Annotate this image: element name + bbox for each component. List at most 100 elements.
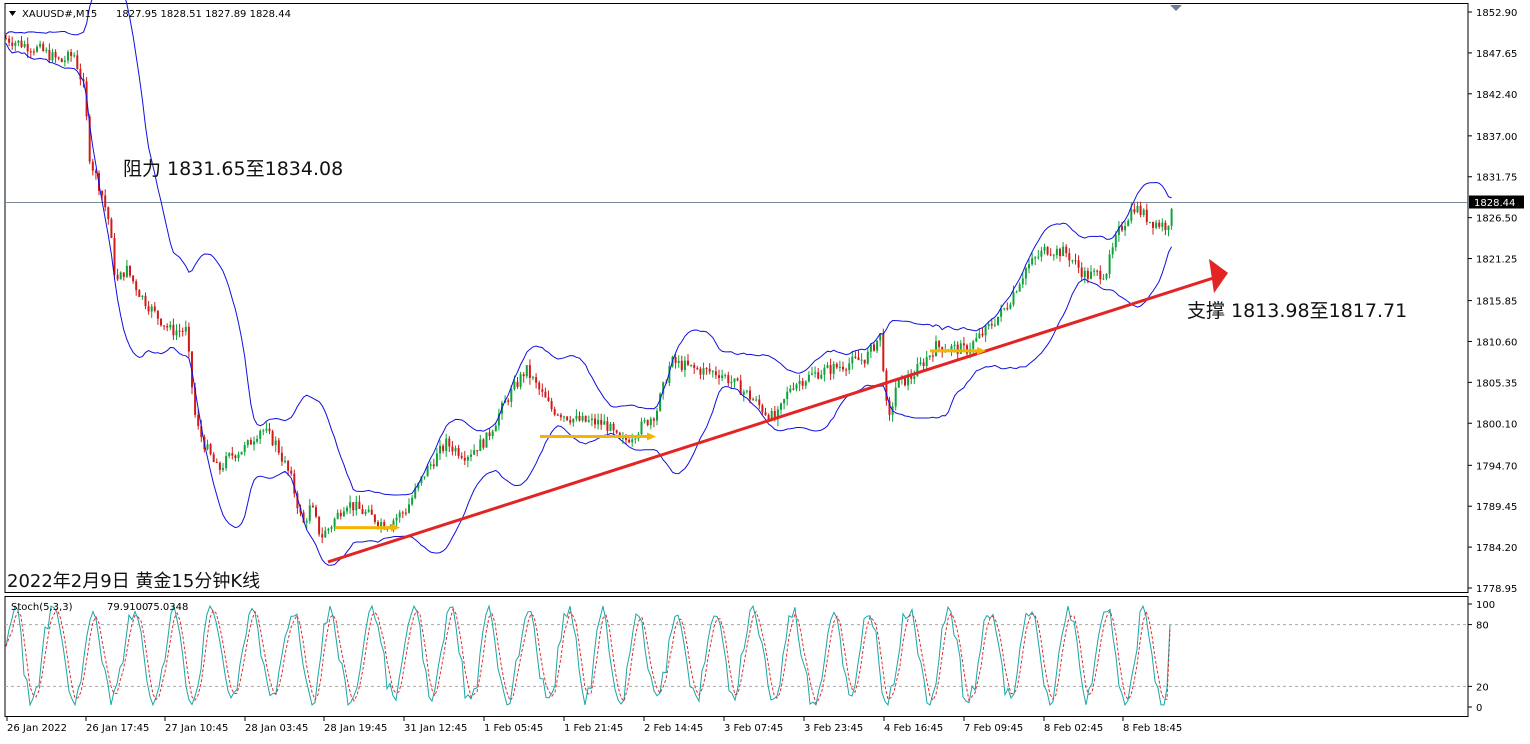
candle-body: [764, 412, 767, 415]
time-tick-label: 28 Jan 19:45: [324, 723, 387, 734]
candle-body: [687, 360, 689, 365]
candle-body: [541, 389, 544, 392]
candle-body: [842, 366, 844, 370]
stoch-tick-label: 100: [1476, 600, 1495, 611]
candle-body: [197, 414, 200, 427]
candle-body: [144, 295, 147, 307]
candle-body: [981, 333, 984, 336]
candle-body: [26, 43, 29, 52]
candle-body: [1108, 254, 1111, 275]
candle-body: [550, 400, 553, 410]
candle-body: [739, 380, 742, 395]
candle-body: [1024, 268, 1027, 279]
candle-body: [848, 363, 851, 371]
candle-body: [473, 450, 476, 455]
candle-body: [1117, 226, 1120, 236]
price-tick-label: 1831.75: [1476, 173, 1517, 184]
candle-body: [879, 333, 882, 341]
candle-body: [758, 399, 761, 406]
candle-body: [79, 68, 82, 80]
price-tick-label: 1826.50: [1476, 214, 1517, 225]
candle-body: [439, 445, 441, 454]
candle-body: [172, 324, 175, 336]
candle-body: [832, 363, 835, 374]
candle-body: [1046, 246, 1049, 255]
candle-body: [32, 51, 35, 53]
candle-body: [1158, 222, 1161, 227]
candle-body: [445, 438, 448, 451]
candle-body: [696, 367, 699, 369]
candle-body: [938, 341, 941, 347]
candle-body: [770, 411, 773, 421]
horizontal-arrowhead-icon: [647, 432, 656, 441]
candle-body: [904, 376, 906, 386]
candle-body: [206, 444, 209, 450]
candle-body: [783, 399, 786, 404]
candle-body: [910, 375, 913, 379]
candle-body: [1077, 260, 1080, 268]
candle-body: [36, 46, 38, 52]
candle-body: [1009, 304, 1012, 309]
candle-body: [451, 446, 454, 452]
main-pane: [4, 3, 1469, 593]
candle-body: [107, 207, 110, 220]
candle-body: [513, 381, 516, 390]
candle-body: [293, 473, 296, 494]
candle-body: [569, 420, 572, 423]
candle-body: [745, 390, 748, 392]
candle-body: [156, 310, 159, 319]
candle-body: [274, 440, 277, 446]
candle-body: [1074, 260, 1077, 262]
candle-body: [432, 464, 435, 467]
candle-body: [690, 364, 693, 366]
time-tick-label: 27 Jan 10:45: [165, 723, 228, 734]
candle-body: [749, 390, 751, 400]
candle-body: [575, 415, 578, 419]
candle-body: [256, 438, 259, 442]
candle-body: [590, 418, 593, 421]
candle-body: [594, 418, 596, 425]
candle-body: [693, 364, 696, 368]
candle-body: [532, 377, 534, 379]
candle-body: [1040, 250, 1043, 257]
candle-body: [888, 400, 891, 415]
candle-body: [119, 272, 122, 280]
candle-body: [646, 420, 649, 426]
upper-band-line: [5, 0, 1172, 496]
candle-body: [1096, 270, 1099, 272]
candle-body: [677, 360, 680, 364]
candle-body: [132, 275, 135, 282]
candle-body: [218, 462, 221, 470]
candle-body: [67, 51, 69, 61]
candle-body: [488, 432, 491, 437]
candle-body: [76, 55, 79, 69]
support-annotation: 支撑 1813.98至1817.71: [1187, 300, 1407, 322]
candle-body: [1155, 222, 1158, 228]
candle-body: [234, 455, 237, 459]
candle-body: [271, 431, 274, 446]
candle-body: [73, 55, 76, 57]
candle-body: [547, 397, 550, 401]
candle-body: [1043, 246, 1046, 251]
candle-body: [147, 306, 150, 312]
candle-body: [609, 423, 612, 431]
candle-body: [442, 445, 445, 451]
candle-body: [1015, 291, 1018, 293]
candle-body: [150, 306, 153, 312]
candle-body: [491, 431, 494, 437]
shift-marker-icon[interactable]: [1170, 5, 1182, 11]
candle-body: [714, 371, 717, 376]
price-tick-label: 1805.35: [1476, 378, 1517, 389]
dropdown-triangle-icon[interactable]: [9, 11, 16, 16]
candle-body: [733, 378, 736, 382]
candle-body: [426, 465, 429, 477]
resistance-annotation: 阻力 1831.65至1834.08: [123, 158, 343, 180]
price-tick-label: 1821.25: [1476, 255, 1517, 266]
candle-body: [358, 501, 361, 509]
candle-body: [838, 366, 841, 368]
candle-body: [1080, 267, 1083, 278]
price-tick-label: 1815.85: [1476, 297, 1517, 308]
candle-body: [401, 512, 404, 514]
candle-body: [882, 333, 885, 371]
